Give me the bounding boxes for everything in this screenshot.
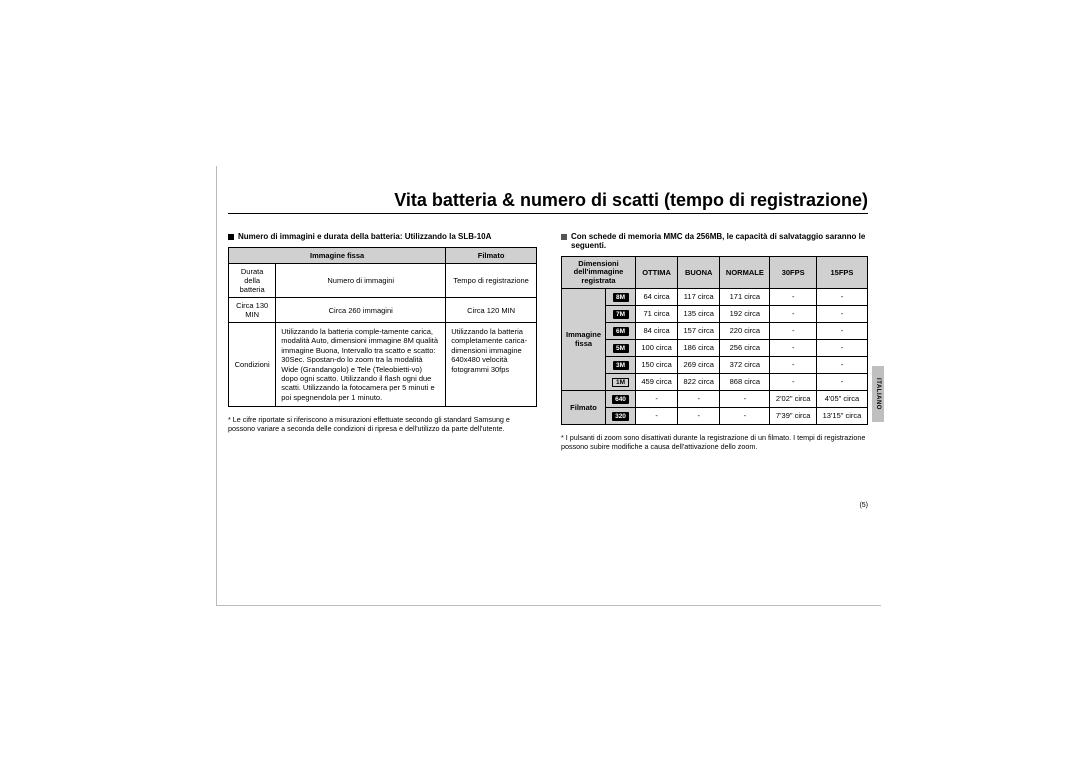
capacity-cell: 71 circa [636,305,678,322]
size-badge-cell: 320 [606,407,636,424]
capacity-cell: 822 circa [678,373,720,390]
capacity-cell: 269 circa [678,356,720,373]
capacity-cell: 372 circa [720,356,770,373]
left-column: Numero di immagini e durata della batter… [228,232,537,451]
capacity-cell: - [770,373,817,390]
capacity-cell: 192 circa [720,305,770,322]
col-movie: Filmato [446,248,537,264]
col-still: Immagine fissa [229,248,446,264]
rowhead-movie: Filmato [562,390,606,424]
capacity-cell: - [720,407,770,424]
size-badge-cell: 1M [606,373,636,390]
capacity-cell: 220 circa [720,322,770,339]
capacity-cell: - [816,288,867,305]
capacity-cell: - [816,305,867,322]
cell: Circa 260 immagini [276,298,446,323]
cell: Durata della batteria [229,264,276,298]
size-badge-cell: 7M [606,305,636,322]
cell: Numero di immagini [276,264,446,298]
capacity-cell: - [720,390,770,407]
capacity-cell: 64 circa [636,288,678,305]
capacity-table: Dimensioni dell'immagine registrata OTTI… [561,256,868,425]
size-badge-cell: 3M [606,356,636,373]
capacity-cell: - [816,322,867,339]
capacity-cell: - [678,407,720,424]
manual-page: Vita batteria & numero di scatti (tempo … [228,190,868,451]
size-badge-cell: 5M [606,339,636,356]
col-buona: BUONA [678,257,720,289]
capacity-cell: - [678,390,720,407]
capacity-cell: 100 circa [636,339,678,356]
col-dim: Dimensioni dell'immagine registrata [562,257,636,289]
capacity-cell: 2'02" circa [770,390,817,407]
size-badge: 3M [613,361,629,370]
cell: Tempo di registrazione [446,264,537,298]
col-ottima: OTTIMA [636,257,678,289]
capacity-cell: 84 circa [636,322,678,339]
capacity-cell: 135 circa [678,305,720,322]
capacity-cell: 13'15" circa [816,407,867,424]
cond-movie: Utilizzando la batteria completamente ca… [446,323,537,407]
capacity-cell: 4'05" circa [816,390,867,407]
size-badge: 1M [612,378,629,387]
bullet-icon [561,234,567,240]
capacity-cell: 117 circa [678,288,720,305]
capacity-cell: 171 circa [720,288,770,305]
language-tab: ITALIANO [872,366,884,422]
size-badge: 320 [612,412,629,421]
capacity-cell: 7'39" circa [770,407,817,424]
capacity-cell: 868 circa [720,373,770,390]
bullet-square-icon [228,234,234,240]
size-badge: 5M [613,344,629,353]
capacity-cell: 256 circa [720,339,770,356]
capacity-cell: - [770,322,817,339]
capacity-cell: 459 circa [636,373,678,390]
capacity-cell: - [636,390,678,407]
cell: Circa 130 MIN [229,298,276,323]
capacity-cell: - [770,356,817,373]
col-15fps: 15FPS [816,257,867,289]
left-footnote: * Le cifre riportate si riferiscono a mi… [228,415,537,434]
right-column: Con schede di memoria MMC da 256MB, le c… [561,232,868,451]
right-heading-text: Con schede di memoria MMC da 256MB, le c… [571,232,868,250]
left-heading: Numero di immagini e durata della batter… [228,232,537,241]
cond-label: Condizioni [229,323,276,407]
right-heading: Con schede di memoria MMC da 256MB, le c… [561,232,868,250]
capacity-cell: - [816,373,867,390]
cond-still: Utilizzando la batteria comple-tamente c… [276,323,446,407]
language-tab-label: ITALIANO [875,378,881,410]
size-badge-cell: 640 [606,390,636,407]
size-badge: 7M [613,310,629,319]
capacity-cell: 150 circa [636,356,678,373]
page-number: (5) [859,502,868,509]
size-badge-cell: 6M [606,322,636,339]
capacity-cell: - [636,407,678,424]
rowhead-still: Immagine fissa [562,288,606,390]
capacity-cell: - [770,339,817,356]
capacity-cell: 157 circa [678,322,720,339]
capacity-cell: - [770,288,817,305]
page-title: Vita batteria & numero di scatti (tempo … [228,190,868,214]
capacity-cell: - [816,356,867,373]
right-footnote: * I pulsanti di zoom sono disattivati du… [561,433,868,452]
left-heading-text: Numero di immagini e durata della batter… [238,232,491,241]
capacity-cell: 186 circa [678,339,720,356]
capacity-cell: - [770,305,817,322]
size-badge: 6M [613,327,629,336]
col-normale: NORMALE [720,257,770,289]
col-30fps: 30FPS [770,257,817,289]
size-badge: 640 [612,395,629,404]
size-badge: 8M [613,293,629,302]
capacity-cell: - [816,339,867,356]
cell: Circa 120 MIN [446,298,537,323]
size-badge-cell: 8M [606,288,636,305]
battery-table: Immagine fissa Filmato Durata della batt… [228,247,537,407]
